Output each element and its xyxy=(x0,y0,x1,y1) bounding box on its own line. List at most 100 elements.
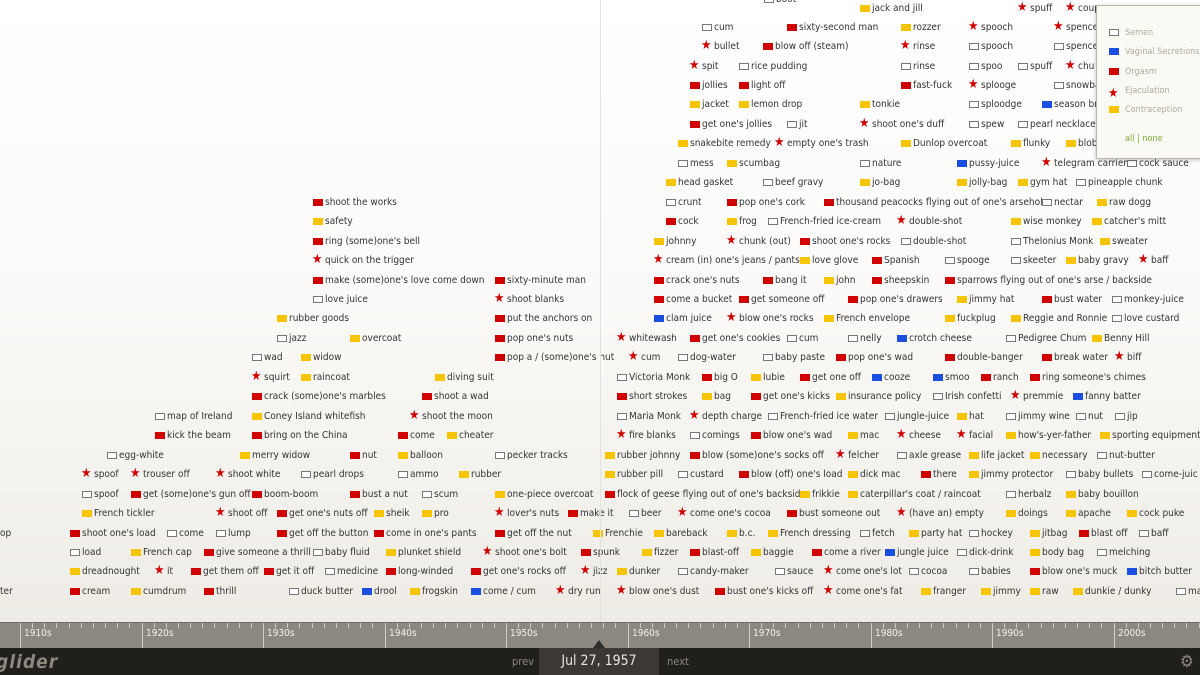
term-item[interactable]: get one's rocks off xyxy=(471,566,566,578)
term-item[interactable]: b.c. xyxy=(727,528,755,540)
decade-label[interactable]: 1960s xyxy=(632,628,660,639)
term-item[interactable]: bust water xyxy=(1042,294,1102,306)
term-item[interactable]: jimmy wine xyxy=(1006,411,1070,423)
term-item[interactable]: kick the beam xyxy=(155,430,231,442)
select-all-link[interactable]: all xyxy=(1125,134,1135,144)
term-item[interactable]: crotch cheese xyxy=(897,333,972,345)
term-item[interactable]: balloon xyxy=(398,450,443,462)
term-item[interactable]: Benny Hill xyxy=(1092,333,1150,345)
term-item[interactable]: sheepskin xyxy=(872,275,929,287)
term-item[interactable]: ★ splooge xyxy=(968,78,1016,92)
term-item[interactable]: get off the nut xyxy=(495,528,572,540)
term-item[interactable]: head gasket xyxy=(666,177,733,189)
term-item[interactable]: ★ shoot one's bolt xyxy=(482,545,567,559)
term-item[interactable]: wise monkey xyxy=(1011,216,1082,228)
term-item[interactable]: pussy-juice xyxy=(957,158,1019,170)
term-item[interactable]: rubber goods xyxy=(277,313,349,325)
term-item[interactable]: merry widow xyxy=(240,450,310,462)
term-item[interactable]: dog-water xyxy=(678,352,736,364)
term-item[interactable]: get one's cookies xyxy=(690,333,780,345)
term-item[interactable]: thrill xyxy=(204,586,236,598)
term-item[interactable]: spooge xyxy=(945,255,990,267)
decade-label[interactable]: 1990s xyxy=(996,628,1024,639)
term-item[interactable]: Irish confetti xyxy=(933,391,1002,403)
term-item[interactable]: rozzer xyxy=(901,22,941,34)
term-item[interactable]: jolly-bag xyxy=(957,177,1007,189)
term-item[interactable]: ★ lover's nuts xyxy=(494,506,559,520)
term-item[interactable]: duck butter xyxy=(289,586,353,598)
term-item[interactable]: get one off xyxy=(800,372,861,384)
term-item[interactable]: dreadnought xyxy=(70,566,140,578)
term-item[interactable]: season bre xyxy=(1042,99,1103,111)
term-item[interactable]: thousand peacocks flying out of one's ar… xyxy=(824,197,1048,209)
term-item[interactable]: Thelonius Monk xyxy=(1011,236,1093,248)
term-item[interactable]: come xyxy=(167,528,204,540)
term-item[interactable]: beer xyxy=(629,508,661,520)
term-item[interactable]: ★ spence xyxy=(1053,20,1098,34)
term-item[interactable]: raw dogg xyxy=(1097,197,1151,209)
term-item[interactable]: ★ baff xyxy=(1138,253,1168,267)
term-item[interactable]: jazz xyxy=(277,333,306,345)
term-item[interactable]: ranch xyxy=(981,372,1019,384)
term-item[interactable]: sporting equipment xyxy=(1100,430,1200,442)
term-item[interactable]: spooch xyxy=(969,41,1013,53)
term-item[interactable]: rubber pill xyxy=(605,469,663,481)
legend-item-contraception[interactable]: Contraception xyxy=(1109,105,1182,115)
term-item[interactable]: bareback xyxy=(654,528,708,540)
term-item[interactable]: cocoa xyxy=(909,566,947,578)
term-item[interactable]: nut-butter xyxy=(1097,450,1155,462)
term-item[interactable]: ★jizz xyxy=(580,564,607,578)
decade-label[interactable]: 2000s xyxy=(1118,628,1146,639)
term-item[interactable]: frikkie xyxy=(800,489,840,501)
term-item[interactable]: ★ empty one's trash xyxy=(774,136,869,150)
term-item[interactable]: cock sauce xyxy=(1127,158,1189,170)
term-item[interactable]: franger xyxy=(921,586,966,598)
term-item[interactable]: shoot one's load xyxy=(70,528,156,540)
term-item[interactable]: dick mac xyxy=(848,469,900,481)
term-item[interactable]: get off the button xyxy=(277,528,368,540)
term-item[interactable]: nut xyxy=(1076,411,1103,423)
term-item[interactable]: ★ blow one's rocks xyxy=(726,311,814,325)
term-item[interactable]: mess xyxy=(678,158,714,170)
term-item[interactable]: ★ whitewash xyxy=(616,331,677,345)
term-item[interactable]: ★ shoot one's duff xyxy=(859,117,944,131)
term-item[interactable]: how's-yer-father xyxy=(1006,430,1091,442)
term-item[interactable]: cooze xyxy=(872,372,910,384)
term-item[interactable]: ★ trouser off xyxy=(130,467,190,481)
term-item[interactable]: insurance policy xyxy=(836,391,921,403)
term-item[interactable]: Spanish xyxy=(872,255,920,267)
term-item[interactable]: Dunlop overcoat xyxy=(901,138,987,150)
term-item[interactable]: rice pudding xyxy=(739,61,807,73)
term-item[interactable]: cumdrum xyxy=(131,586,186,598)
legend-item-ejaculation[interactable]: ★ Ejaculation xyxy=(1108,86,1170,100)
term-item[interactable]: double-banger xyxy=(945,352,1023,364)
term-item[interactable]: ma xyxy=(1176,586,1200,598)
term-item[interactable]: pecker tracks xyxy=(495,450,568,462)
term-item[interactable]: babies xyxy=(969,566,1011,578)
decade-label[interactable]: 1950s xyxy=(510,628,538,639)
term-item[interactable]: hat xyxy=(957,411,984,423)
term-item[interactable]: French envelope xyxy=(824,313,910,325)
term-item[interactable]: frog xyxy=(727,216,757,228)
term-item[interactable]: make it xyxy=(568,508,614,520)
term-item[interactable]: ★ depth charge xyxy=(689,409,762,423)
term-item[interactable]: rubber xyxy=(459,469,501,481)
term-item[interactable]: ★ (have an) empty xyxy=(896,506,984,520)
term-item[interactable]: ★ chu xyxy=(1065,59,1094,73)
term-item[interactable]: ★ facial xyxy=(956,428,993,442)
term-item[interactable]: apache xyxy=(1066,508,1111,520)
term-item[interactable]: jimmy protector xyxy=(969,469,1053,481)
term-item[interactable]: necessary xyxy=(1030,450,1088,462)
term-item[interactable]: drool xyxy=(362,586,397,598)
term-item[interactable]: ★ spit xyxy=(689,59,718,73)
term-item[interactable]: widow xyxy=(301,352,341,364)
term-item[interactable]: big O xyxy=(702,372,738,384)
term-item[interactable]: jack and jill xyxy=(860,3,923,15)
term-item[interactable]: ammo xyxy=(398,469,439,481)
decade-label[interactable]: 1980s xyxy=(875,628,903,639)
term-item[interactable]: put the anchors on xyxy=(495,313,592,325)
term-item[interactable]: pop one's drawers xyxy=(848,294,943,306)
term-item[interactable]: spunk xyxy=(581,547,620,559)
term-item[interactable]: hockey xyxy=(969,528,1013,540)
next-button[interactable]: next xyxy=(667,655,689,668)
